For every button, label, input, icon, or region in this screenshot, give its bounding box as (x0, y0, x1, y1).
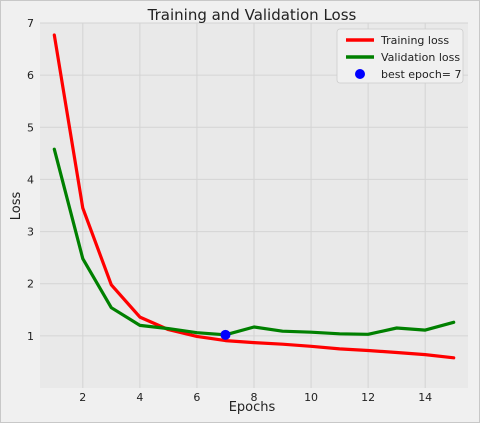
legend-swatch-best (355, 69, 365, 79)
x-axis-label: Epochs (229, 400, 276, 415)
legend-label-best: best epoch= 7 (381, 68, 462, 81)
x-tick-label: 8 (251, 391, 258, 404)
y-tick-label: 1 (27, 330, 34, 343)
chart-title: Training and Validation Loss (147, 6, 357, 24)
x-tick-label: 10 (304, 391, 318, 404)
y-tick-label: 4 (27, 173, 34, 186)
y-tick-label: 3 (27, 226, 34, 239)
y-tick-label: 5 (27, 121, 34, 134)
legend-box (336, 28, 464, 84)
legend-label-validation: Validation loss (381, 51, 460, 64)
x-tick-label: 14 (418, 391, 432, 404)
x-tick-label: 4 (136, 391, 143, 404)
legend: Training loss Validation loss best epoch… (336, 28, 464, 84)
series-lines (52, 33, 456, 360)
legend-label-training: Training loss (380, 34, 449, 47)
y-axis-label: Loss (9, 192, 24, 221)
y-tick-label: 6 (27, 69, 34, 82)
y-tick-label: 7 (27, 17, 34, 30)
x-tick-label: 12 (361, 391, 375, 404)
x-tick-label: 2 (79, 391, 86, 404)
y-tick-label: 2 (27, 278, 34, 291)
training-loss-line (52, 33, 456, 360)
x-tick-label: 6 (193, 391, 200, 404)
validation-loss-line (52, 147, 456, 337)
best-epoch-marker (220, 329, 231, 340)
